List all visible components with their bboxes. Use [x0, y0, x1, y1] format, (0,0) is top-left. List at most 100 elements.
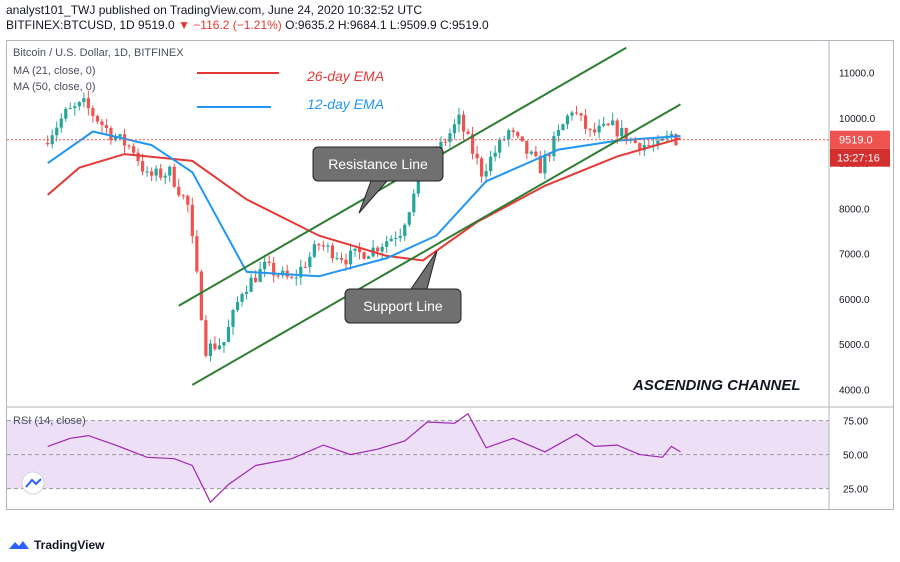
resistance-callout-pointer [358, 180, 389, 214]
candle-body [172, 166, 176, 187]
cloud-icon-glyph [25, 478, 42, 488]
price-change: ▼ −116.2 (−1.21%) [178, 18, 282, 32]
candle-body [46, 142, 50, 145]
candle-body [407, 212, 411, 225]
candle-body [620, 127, 624, 137]
candle-body [321, 245, 325, 247]
open-label: O: [285, 18, 298, 32]
candle-body [195, 236, 199, 272]
ema12-line [47, 130, 681, 278]
candle-body [294, 277, 298, 279]
candle-body [55, 127, 59, 136]
candle-body [561, 124, 565, 131]
low-label: L: [389, 18, 400, 32]
candle-body [647, 145, 651, 147]
candle-body [452, 124, 457, 134]
candle-body [470, 134, 475, 154]
price-tick-label: 7000.0 [839, 250, 870, 261]
candle-body [249, 277, 253, 292]
ema12-label: 12-day EMA [307, 96, 384, 112]
candle-body [461, 114, 466, 132]
candle-body [385, 241, 389, 247]
candle-body [556, 130, 561, 136]
candle-body [68, 108, 72, 110]
candle-body [606, 123, 610, 126]
candle-body [389, 238, 393, 242]
candle-body [299, 266, 303, 278]
candle-body [538, 156, 542, 174]
candle-body [344, 259, 348, 265]
candle-body [254, 277, 258, 282]
last-price-badge [830, 130, 890, 149]
candle-body [579, 113, 583, 116]
pattern-label: ASCENDING CHANNEL [632, 377, 801, 394]
candle-body [611, 120, 615, 126]
resistance-callout: Resistance Line [312, 146, 444, 214]
candle-body [574, 112, 579, 114]
candle-body [141, 161, 145, 172]
candle-body [82, 98, 86, 103]
candle-body [507, 130, 511, 140]
candle-body [154, 168, 158, 176]
support-callout: Support Line [344, 250, 462, 324]
price-tick-label: 10000.0 [839, 114, 876, 125]
candle-body [276, 275, 280, 277]
chart-container[interactable]: 4000.05000.06000.07000.08000.09000.01000… [6, 40, 894, 510]
ohlc-line: BITFINEX:BTCUSD, 1D 9519.0 ▼ −116.2 (−1.… [6, 18, 489, 32]
candle-body [190, 204, 194, 237]
cloud-icon [21, 471, 45, 495]
candle-body [163, 175, 167, 178]
ema26-line [47, 137, 681, 262]
candle-body [272, 262, 276, 276]
candle-body [357, 248, 362, 253]
candle-body [258, 269, 262, 282]
candle-body [448, 133, 452, 142]
candle-body [588, 128, 592, 130]
candle-body [493, 152, 497, 157]
candle-body [376, 247, 380, 252]
chart-svg[interactable]: 4000.05000.06000.07000.08000.09000.01000… [7, 41, 893, 509]
candle-body [416, 176, 420, 194]
chart-title: Bitcoin / U.S. Dollar, 1D, BITFINEX [13, 47, 184, 59]
rsi-band [7, 420, 829, 489]
symbol-label: BITFINEX:BTCUSD, 1D [6, 18, 135, 32]
tradingview-logo-icon [9, 541, 29, 549]
close-label: C: [439, 18, 452, 32]
candle-body [339, 257, 344, 260]
candle-body [398, 236, 402, 238]
candle-body [290, 276, 294, 278]
candle-body [186, 195, 190, 205]
candle-body [131, 146, 136, 153]
open-value: 9635.2 [297, 18, 335, 32]
ma50-legend: MA (50, close, 0) [13, 81, 96, 93]
candle-body [353, 248, 357, 251]
ma21-legend: MA (21, close, 0) [13, 65, 96, 77]
candle-body [656, 140, 660, 145]
candle-body [213, 343, 217, 350]
publisher-text: analyst101_TWJ published on TradingView.… [6, 3, 423, 17]
candle-body [511, 130, 515, 133]
candle-body [583, 115, 588, 129]
support-callout-text: Support Line [363, 298, 443, 314]
candle-body [177, 186, 181, 196]
price-tick-label: 6000.0 [839, 295, 870, 306]
candle-body [457, 114, 461, 125]
candle-body [150, 171, 154, 176]
candle-body [552, 135, 556, 157]
tradingview-footer[interactable]: TradingView [8, 538, 104, 552]
tradingview-brand: TradingView [34, 538, 105, 552]
candle-body [466, 131, 470, 135]
candle-body [317, 244, 321, 246]
candle-body [543, 154, 547, 174]
candle-body [529, 151, 533, 154]
candle-body [145, 171, 149, 173]
close-value: 9519.0 [451, 18, 489, 32]
candle-body [593, 129, 597, 133]
candle-body [484, 171, 488, 177]
price-tick-label: 8000.0 [839, 204, 870, 215]
candle-body [525, 140, 529, 154]
price-tick-label: 4000.0 [839, 385, 870, 396]
resistance-callout-text: Resistance Line [328, 156, 428, 172]
candle-body [109, 128, 113, 141]
candle-body [367, 256, 371, 259]
